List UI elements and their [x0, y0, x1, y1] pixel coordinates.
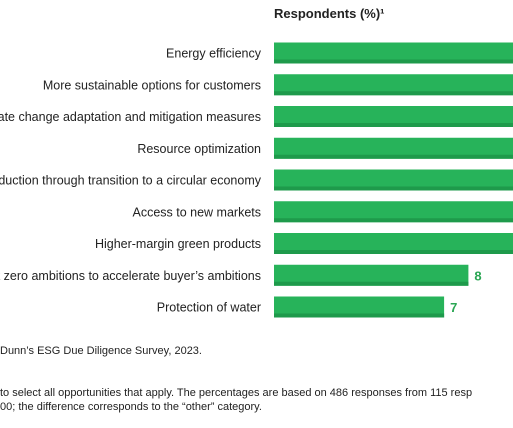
value-label: 7	[450, 300, 457, 315]
bar-shade	[274, 91, 513, 96]
bar	[274, 137, 513, 159]
category-label: Higher-margin green products	[95, 237, 261, 251]
footnote-line-1: to select all opportunities that apply. …	[0, 387, 473, 399]
category-label: ate change adaptation and mitigation mea…	[0, 110, 261, 124]
bar-shade	[274, 154, 513, 159]
bar-shade	[274, 281, 469, 286]
value-label: 8	[474, 268, 481, 283]
category-label: More sustainable options for customers	[43, 78, 261, 92]
category-label: Access to new markets	[132, 205, 261, 219]
category-label: Resource optimization	[137, 142, 261, 156]
category-label: Energy efficiency	[166, 47, 262, 61]
footnote: to select all opportunities that apply. …	[0, 386, 472, 414]
bar	[274, 42, 513, 64]
bar	[274, 201, 513, 223]
bar	[274, 264, 469, 286]
category-label: duction through transition to a circular…	[0, 174, 262, 188]
column-header: Respondents (%)¹	[274, 6, 385, 21]
bar-shade	[274, 218, 513, 223]
footnote-line-2: 00; the difference corresponds to the “o…	[0, 401, 262, 413]
bar-shade	[274, 313, 445, 318]
category-label: Protection of water	[157, 301, 261, 315]
bar-shade	[274, 59, 513, 64]
bar-chart: Energy efficiency More sustainable option…	[0, 42, 513, 318]
source-note: Dunn’s ESG Due Diligence Survey, 2023.	[0, 345, 202, 357]
bar-shade	[274, 123, 513, 127]
bar	[274, 296, 445, 318]
bar-shade	[274, 186, 513, 191]
bar	[274, 169, 513, 191]
bar	[274, 74, 513, 96]
bar-shade	[274, 250, 513, 254]
bar	[274, 106, 513, 127]
category-label: t zero ambitions to accelerate buyer’s a…	[0, 269, 261, 283]
bar	[274, 233, 513, 254]
